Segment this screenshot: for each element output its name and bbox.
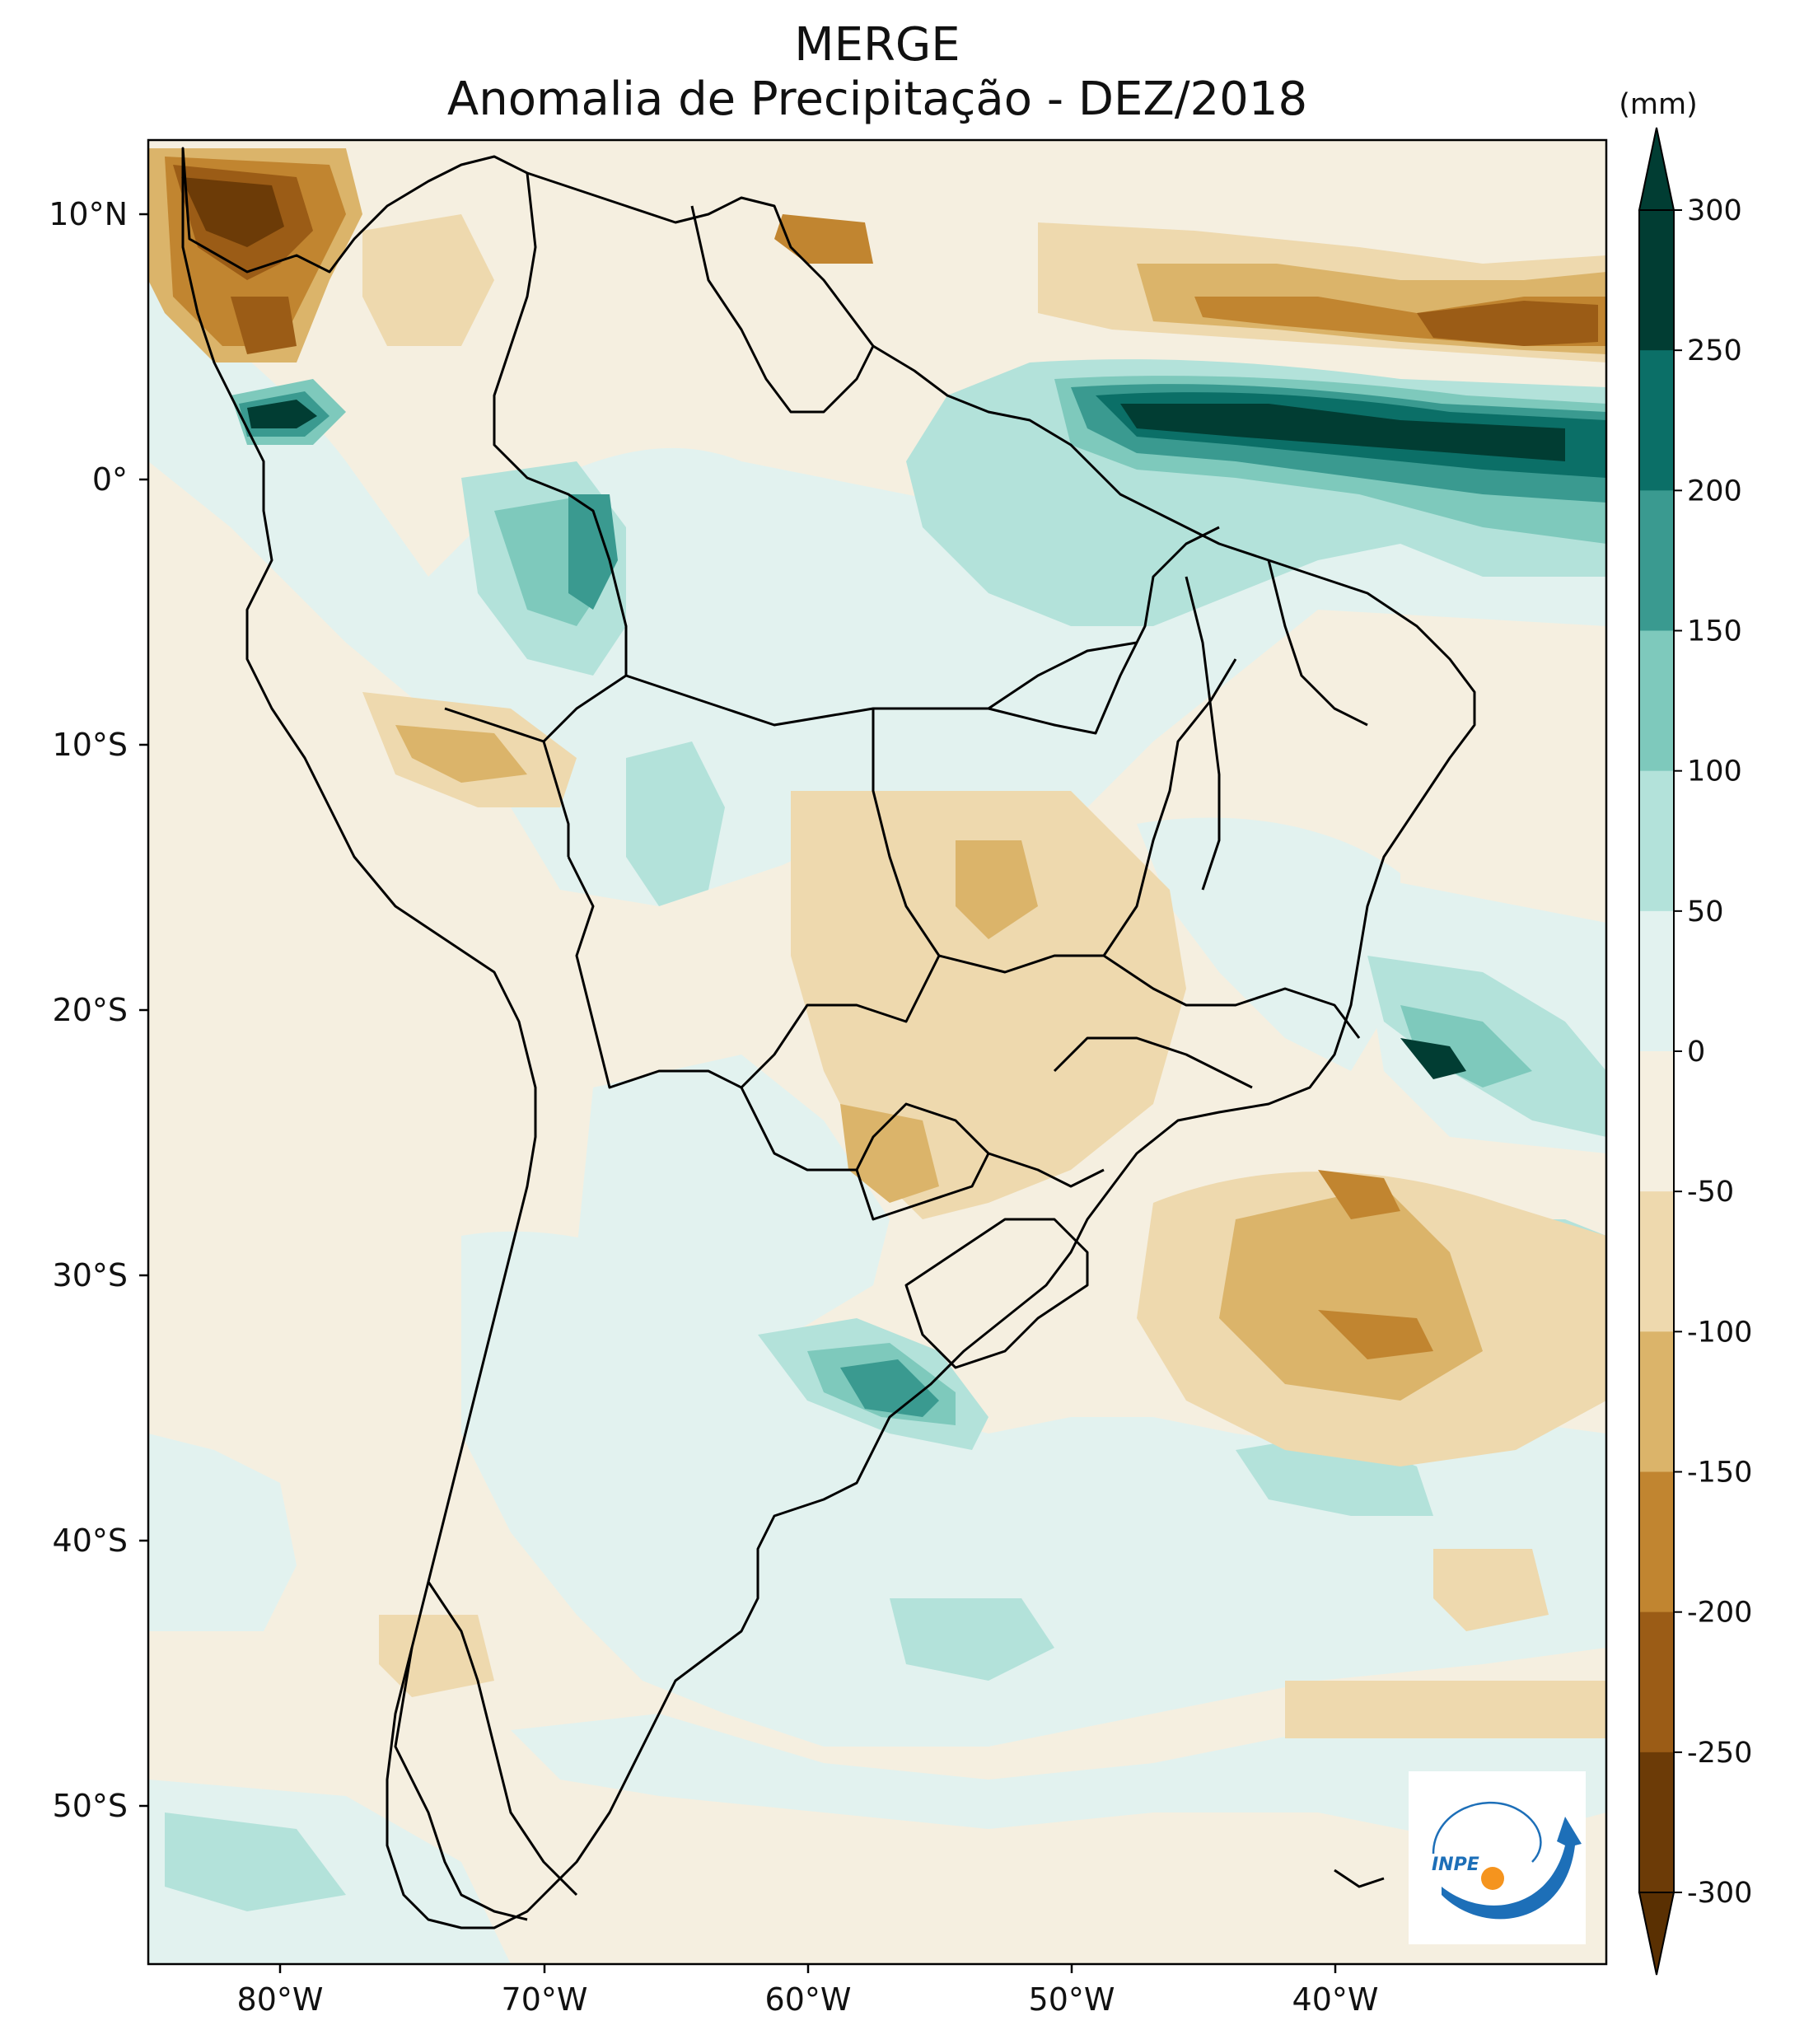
state-border [1185, 576, 1221, 891]
negative-anomaly-zone [1285, 1681, 1606, 1738]
state-border [988, 641, 1138, 710]
country-border [872, 658, 1237, 974]
coastline [181, 147, 1476, 1929]
country-border [740, 1087, 1105, 1188]
country-border [542, 741, 570, 857]
colorbar-segment [1639, 490, 1674, 631]
state-border [1103, 954, 1361, 1039]
colorbar-tick-label: 150 [1687, 615, 1742, 648]
colorbar-tick-label: 250 [1687, 334, 1742, 367]
latitude-labels: 10°N 0° 10°S 20°S 30°S 40°S 50°S [49, 196, 128, 1824]
negative-anomaly-zone [1433, 1549, 1549, 1631]
colorbar-segment [1639, 770, 1674, 912]
colorbar-segment [1639, 630, 1674, 772]
colorbar-tick-label: 50 [1687, 896, 1724, 928]
state-border [1053, 1036, 1253, 1089]
x-tick-label: 70°W [502, 1981, 588, 2018]
positive-anomaly-zone [1137, 817, 1400, 1071]
figure-title: MERGE [794, 18, 960, 72]
negative-anomaly-zone [1318, 1170, 1400, 1219]
colorbar-tick-label: 100 [1687, 755, 1742, 788]
state-border [1267, 559, 1368, 727]
negative-anomaly-zone [956, 840, 1038, 939]
country-border [904, 1218, 1089, 1369]
colorbar-segment [1639, 1471, 1674, 1613]
x-tick-label: 80°W [237, 1981, 324, 2018]
y-tick-label: 40°S [53, 1522, 128, 1559]
positive-anomaly-zone [165, 1812, 346, 1911]
logo-orbit-arc [1432, 1801, 1542, 1863]
positive-anomaly-zone [568, 494, 618, 610]
country-border [567, 856, 941, 1089]
positive-anomaly-zone [247, 400, 317, 428]
positive-anomaly-zone [148, 1434, 297, 1631]
y-tick-label: 20°S [53, 992, 128, 1028]
figure-subtitle: Anomalia de Precipitação - DEZ/2018 [446, 72, 1308, 126]
y-tick-label: 0° [92, 461, 128, 498]
anomaly-field [148, 140, 1606, 1964]
x-tick-label: 60°W [765, 1981, 852, 2018]
country-border [690, 205, 875, 414]
colorbar-units: (mm) [1619, 88, 1698, 121]
longitude-labels: 80°W 70°W 60°W 50°W 40°W [237, 1981, 1379, 2018]
positive-anomaly-zone [1400, 1038, 1466, 1079]
y-tick-label: 30°S [53, 1257, 128, 1293]
colorbar-segment [1639, 1331, 1674, 1472]
logo-sun [1481, 1867, 1504, 1890]
map-frame [147, 138, 1608, 1966]
country-border [444, 172, 628, 743]
negative-anomaly-zone [362, 214, 494, 346]
colorbar-segment [1639, 1752, 1674, 1893]
inpe-logo: INPE [1409, 1771, 1586, 1944]
colorbar-tick-label: -200 [1687, 1597, 1752, 1630]
colorbar-tick-label: 0 [1687, 1036, 1705, 1069]
colorbar-segment [1639, 210, 1674, 351]
negative-anomaly-zone [791, 791, 1186, 1219]
coastline-and-borders [181, 147, 1476, 1929]
y-tick-label: 50°S [53, 1788, 128, 1824]
positive-anomaly-zone [626, 741, 725, 906]
colorbar-tick-label: -150 [1687, 1457, 1752, 1490]
logo-swoosh-arrow [1442, 1817, 1582, 1920]
colorbar-tick-label: -250 [1687, 1737, 1752, 1770]
x-tick-label: 50°W [1029, 1981, 1115, 2018]
colorbar-tick-label: -50 [1687, 1176, 1734, 1209]
country-border [427, 1581, 578, 1897]
coastline [1334, 1869, 1385, 1888]
colorbar-tick-label: 300 [1687, 194, 1742, 227]
colorbar-tick-label: -100 [1687, 1316, 1752, 1349]
negative-anomaly-zone [840, 1104, 939, 1203]
colorbar: 300 250 200 150 100 50 0 -50 -100 -150 -200 -250 -30… [1638, 127, 1752, 1976]
positive-anomaly-zone [511, 1714, 1606, 1845]
colorbar-extend-min [1638, 1892, 1675, 1976]
colorbar-extend-max [1638, 127, 1675, 211]
positive-anomaly-zone [890, 1598, 1054, 1681]
positive-anomaly-zone [1400, 1005, 1532, 1087]
colorbar-segment [1639, 910, 1674, 1052]
colorbar-tick-label: -300 [1687, 1877, 1752, 1910]
negative-anomaly-zone [231, 297, 297, 354]
negative-anomaly-zone [1318, 1310, 1433, 1359]
country-border [855, 1153, 990, 1221]
negative-anomaly-zone [181, 177, 284, 247]
positive-anomaly-zone [1120, 404, 1565, 461]
axis-ticks [139, 213, 1337, 1973]
coastline [394, 1647, 528, 1921]
colorbar-segment [1639, 1611, 1674, 1753]
negative-anomaly-zone [395, 725, 527, 783]
colorbar-segment [1639, 1191, 1674, 1332]
country-border [625, 526, 1220, 735]
y-tick-label: 10°S [53, 727, 128, 763]
logo-text: INPE [1432, 1855, 1479, 1875]
colorbar-segment [1639, 350, 1674, 491]
x-tick-label: 40°W [1292, 1981, 1379, 2018]
negative-anomaly-zone [774, 214, 873, 264]
negative-anomaly-zone [1417, 301, 1598, 346]
colorbar-segment [1639, 1051, 1674, 1192]
y-tick-label: 10°N [49, 196, 128, 232]
colorbar-tick-label: 200 [1687, 475, 1742, 507]
positive-anomaly-zone [840, 1359, 939, 1417]
